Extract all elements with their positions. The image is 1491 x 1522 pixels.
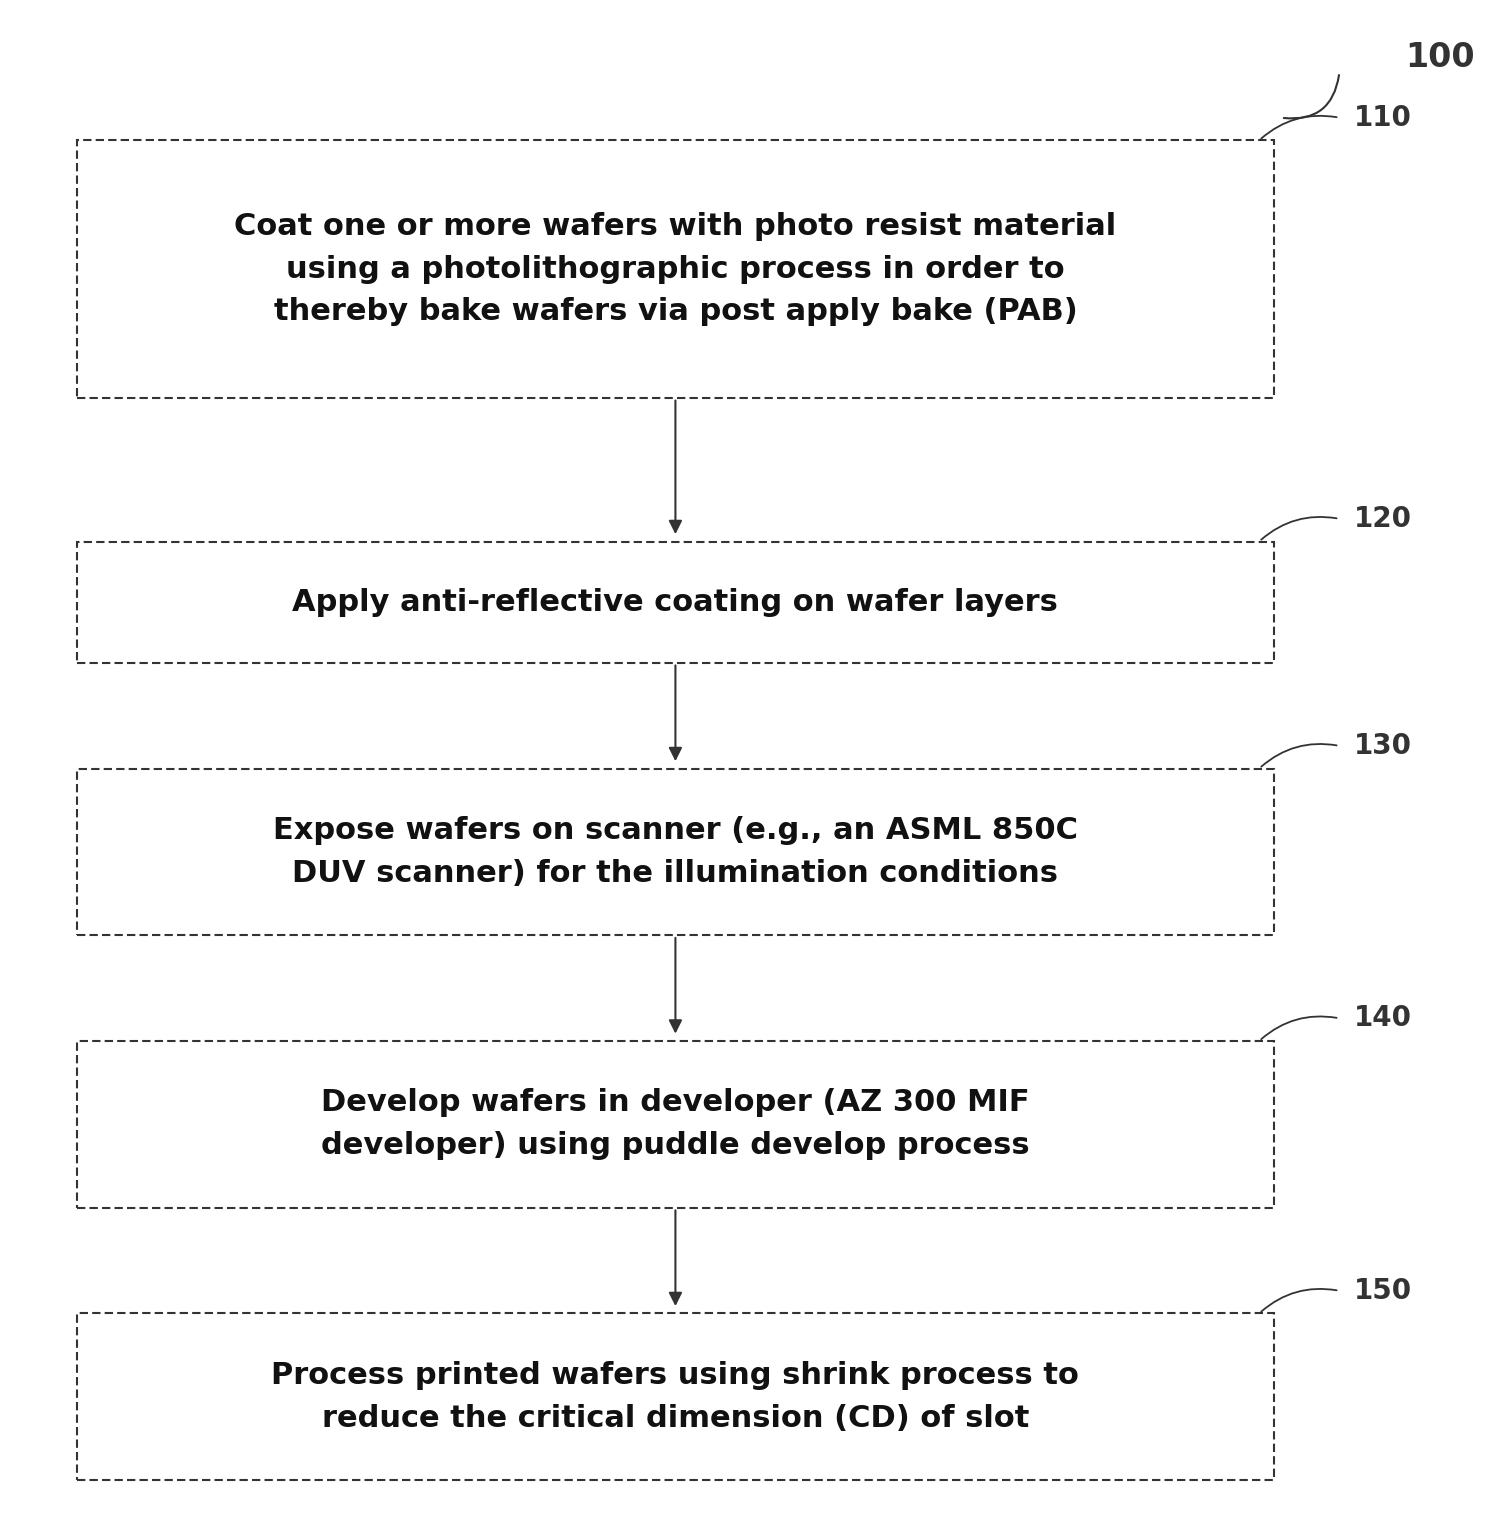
Text: Develop wafers in developer (AZ 300 MIF
developer) using puddle develop process: Develop wafers in developer (AZ 300 MIF … bbox=[321, 1088, 1030, 1160]
Text: 110: 110 bbox=[1354, 103, 1412, 132]
Text: Process printed wafers using shrink process to
reduce the critical dimension (CD: Process printed wafers using shrink proc… bbox=[271, 1361, 1079, 1432]
Text: 150: 150 bbox=[1354, 1277, 1412, 1304]
FancyBboxPatch shape bbox=[78, 1313, 1273, 1479]
Text: Coat one or more wafers with photo resist material
using a photolithographic pro: Coat one or more wafers with photo resis… bbox=[234, 212, 1117, 326]
FancyBboxPatch shape bbox=[78, 542, 1273, 662]
Text: Expose wafers on scanner (e.g., an ASML 850C
DUV scanner) for the illumination c: Expose wafers on scanner (e.g., an ASML … bbox=[273, 816, 1078, 887]
Text: 120: 120 bbox=[1354, 505, 1412, 533]
FancyBboxPatch shape bbox=[78, 1041, 1273, 1207]
Text: 140: 140 bbox=[1354, 1005, 1412, 1032]
FancyBboxPatch shape bbox=[78, 140, 1273, 397]
Text: 130: 130 bbox=[1354, 732, 1412, 759]
Text: 100: 100 bbox=[1405, 41, 1475, 73]
Text: Apply anti-reflective coating on wafer layers: Apply anti-reflective coating on wafer l… bbox=[292, 587, 1059, 616]
FancyBboxPatch shape bbox=[78, 769, 1273, 935]
